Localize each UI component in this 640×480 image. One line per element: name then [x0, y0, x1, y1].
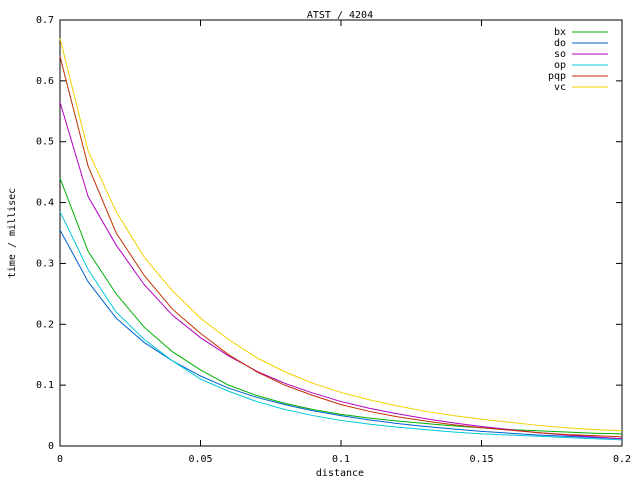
- legend-label: do: [554, 38, 566, 49]
- y-tick-label: 0.6: [36, 76, 54, 87]
- series-line: [59, 56, 623, 438]
- y-tick-label: 0.3: [36, 258, 54, 269]
- series-line: [59, 102, 623, 440]
- y-tick-label: 0: [48, 441, 54, 452]
- x-tick-label: 0: [57, 454, 63, 465]
- x-tick-label: 0.15: [469, 454, 493, 465]
- legend-label: op: [554, 60, 566, 71]
- legend-label: pqp: [548, 71, 566, 82]
- legend-label: vc: [554, 82, 566, 93]
- x-tick-label: 0.2: [613, 454, 631, 465]
- chart-title: ATST / 4204: [307, 10, 373, 21]
- series-line: [59, 211, 623, 441]
- y-tick-label: 0.4: [36, 198, 54, 209]
- y-tick-label: 0.5: [36, 137, 54, 148]
- plot-border: [59, 19, 623, 447]
- legend-label: so: [554, 49, 566, 60]
- x-tick-label: 0.1: [332, 454, 350, 465]
- series-line: [59, 229, 623, 440]
- y-tick-label: 0.7: [36, 15, 54, 26]
- y-tick-label: 0.1: [36, 380, 54, 391]
- series-line: [59, 38, 623, 432]
- x-tick-label: 0.05: [188, 454, 212, 465]
- y-tick-label: 0.2: [36, 319, 54, 330]
- y-axis-label: time / millisec: [7, 188, 18, 278]
- legend-label: bx: [554, 27, 566, 38]
- x-axis-label: distance: [316, 468, 364, 479]
- series-line: [59, 178, 623, 435]
